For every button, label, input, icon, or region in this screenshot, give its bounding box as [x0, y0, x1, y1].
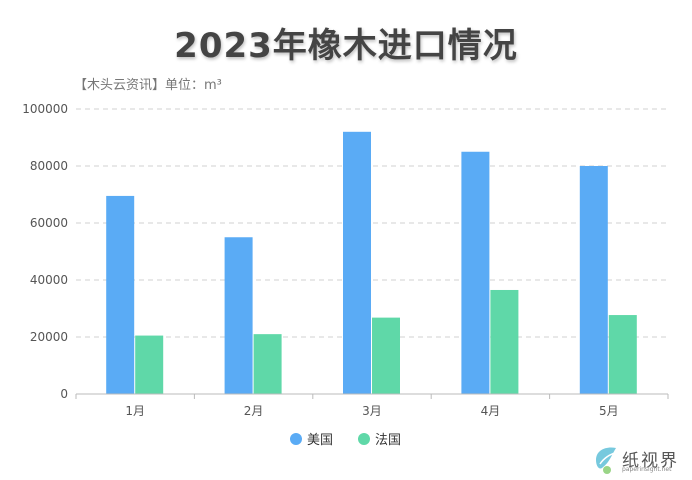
- x-axis-ticks: 1月 2月 3月 4月 5月: [75, 394, 669, 418]
- legend-label[interactable]: 法国: [375, 433, 401, 448]
- x-tick-label: 2月: [244, 404, 264, 418]
- grid-lines: [76, 108, 668, 338]
- bars: [106, 131, 637, 395]
- x-tick-label: 4月: [481, 404, 501, 418]
- leaf-logo-icon: [596, 447, 619, 474]
- bar-美国-2月[interactable]: [224, 237, 253, 394]
- bar-法国-1月[interactable]: [135, 335, 164, 394]
- chart-subtitle: 【木头云资讯】单位：m³: [74, 78, 222, 93]
- y-tick-label: 20000: [30, 330, 68, 344]
- legend-marker[interactable]: [290, 433, 302, 445]
- y-tick-label: 0: [60, 387, 68, 401]
- legend-label[interactable]: 美国: [307, 433, 333, 448]
- y-tick-label: 80000: [30, 159, 68, 173]
- y-tick-label: 60000: [30, 216, 68, 230]
- bar-法国-4月[interactable]: [490, 289, 519, 394]
- chart-title: 2023年橡木进口情况: [174, 26, 518, 66]
- bar-美国-1月[interactable]: [106, 195, 135, 394]
- watermark-name: 纸视界: [622, 451, 679, 471]
- y-axis-ticks: 0 20000 40000 60000 80000 100000: [22, 102, 68, 401]
- bar-法国-2月[interactable]: [253, 334, 282, 394]
- watermark-url: paperinsight.net: [622, 466, 672, 473]
- bar-美国-3月[interactable]: [343, 131, 371, 395]
- watermark-logo: 纸视界 paperinsight.net: [592, 444, 688, 478]
- legend[interactable]: 美国 法国: [290, 433, 401, 448]
- x-tick-label: 3月: [362, 404, 382, 418]
- x-tick-label: 1月: [125, 404, 145, 418]
- y-tick-label: 100000: [22, 102, 68, 116]
- x-tick-label: 5月: [599, 404, 619, 418]
- bar-法国-3月[interactable]: [372, 317, 400, 394]
- legend-marker[interactable]: [358, 433, 370, 445]
- y-tick-label: 40000: [30, 273, 68, 287]
- bar-法国-5月[interactable]: [608, 315, 637, 394]
- bar-美国-5月[interactable]: [579, 166, 608, 394]
- bar-美国-4月[interactable]: [461, 151, 490, 394]
